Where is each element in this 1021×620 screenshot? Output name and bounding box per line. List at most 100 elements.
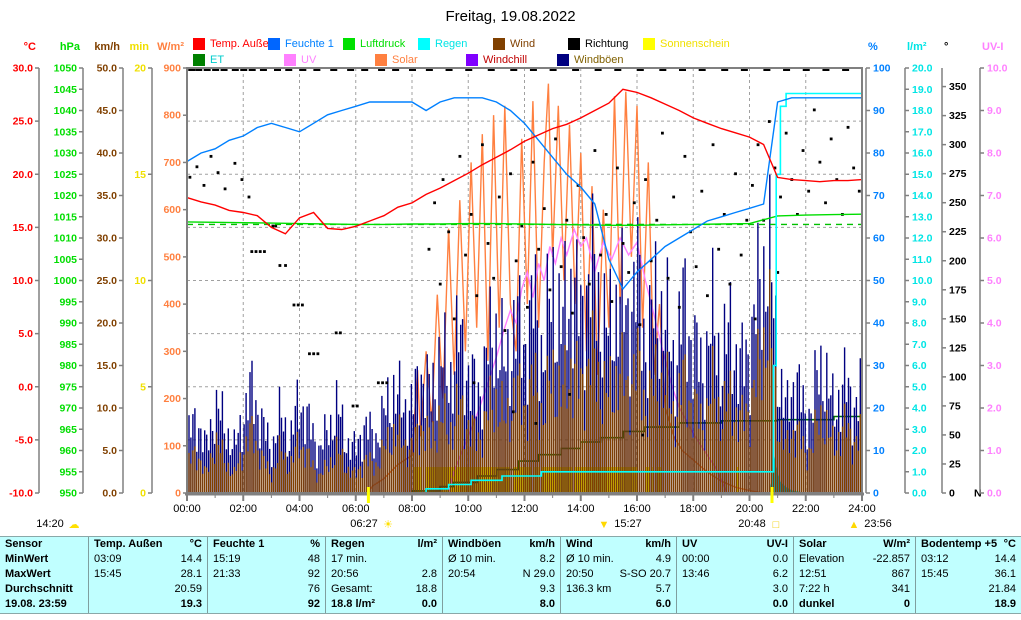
axis-tick-label: 15 — [134, 169, 146, 181]
series-humidity — [186, 97, 862, 291]
x-tick-label: 02:00 — [229, 503, 257, 515]
axis-tick-label: 2.0 — [912, 445, 927, 457]
x-tick-label: 10:00 — [454, 503, 482, 515]
axis-tick-label: -5.0 — [15, 434, 33, 446]
axis-tick-label: 19.0 — [912, 84, 933, 96]
legend-item-solar: Solar — [375, 53, 418, 67]
table-cell: 3.0 — [772, 583, 788, 595]
axis-tick-label: 2.0 — [987, 403, 1002, 415]
axis-tick-label: 225 — [949, 226, 967, 238]
axis-tick-label: 250 — [949, 197, 967, 209]
legend-swatch-icon — [466, 54, 478, 66]
legend-swatch-icon — [643, 38, 655, 50]
axis-tick-label: 350 — [949, 81, 967, 93]
axis-tick-label: 12.0 — [912, 233, 933, 245]
table-cell: 9.3 — [539, 583, 555, 595]
axis-tick-label: 100 — [163, 440, 181, 452]
axis-header-pressure: hPa — [60, 41, 81, 53]
table-cell: 15:45 36.1 — [921, 568, 1016, 580]
legend-item-richtung: Richtung — [568, 37, 628, 51]
legend-item-et: ET — [193, 53, 224, 67]
axis-tick-label: 80 — [873, 148, 885, 160]
table-col-feuchte-1: Feuchte 1% 15:19 48 21:33 92 76 92 — [207, 537, 325, 613]
axis-tick-label: 70 — [873, 190, 885, 202]
table-col-header: Windböen km/h — [448, 538, 555, 550]
axis-tick-label: 25.0 — [97, 275, 118, 287]
axis-header-direction: ° — [944, 41, 948, 53]
axis-tick-label: 10 — [134, 275, 146, 287]
table-cell: 136.3 km 5.7 — [566, 583, 671, 595]
x-tick-label: 06:00 — [342, 503, 370, 515]
table-col-regen: Regen l/m² 17 min. 20:56 2.8 Gesamt: 18.8 18.8 … — [325, 537, 442, 613]
axis-header-solar: W/m² — [157, 41, 184, 53]
axis-tick-label: 15.0 — [912, 169, 933, 181]
axis-tick-label: 400 — [163, 299, 181, 311]
axis-tick-label: 20.0 — [97, 318, 118, 330]
axis-tick-label: 35.0 — [97, 190, 118, 202]
axis-tick-label: 6.0 — [912, 360, 927, 372]
legend-item-windb-en: Windböen — [557, 53, 624, 67]
axis-tick-label: 1.0 — [912, 466, 927, 478]
table-cell: 18.8 l/m² 0.0 — [331, 598, 437, 610]
table-cell: 13:46 6.2 — [682, 568, 788, 580]
table-cell: 0.0 — [772, 598, 788, 610]
axis-tick-label: 6.0 — [987, 233, 1002, 245]
axis-tick-label: 15.0 — [13, 222, 34, 234]
axis-header-temp: °C — [24, 41, 36, 53]
axis-tick-label: 4.0 — [912, 403, 927, 415]
axis-header-sunmin: min — [129, 41, 149, 53]
x-tick-label: 08:00 — [398, 503, 426, 515]
x-tick-label: 14:00 — [567, 503, 595, 515]
axis-tick-label: 7.0 — [912, 339, 927, 351]
axis-tick-label: 955 — [59, 466, 77, 478]
table-row-label: 19.08. 23:59 — [5, 598, 67, 610]
table-cell: 21.84 — [988, 583, 1016, 595]
time-marker-1527: 15:27 — [614, 518, 642, 530]
axis-tick-label: 150 — [949, 313, 967, 325]
axis-tick-label: 1045 — [54, 84, 78, 96]
table-cell: Ø 10 min. 8.2 — [448, 553, 555, 565]
legend-swatch-icon — [568, 38, 580, 50]
table-cell: 20:56 2.8 — [331, 568, 437, 580]
axis-tick-label: 980 — [59, 360, 77, 372]
cloud-icon: ☁ — [69, 519, 80, 531]
axis-tick-label: 40.0 — [97, 148, 118, 160]
legend-swatch-icon — [375, 54, 387, 66]
axis-tick-label: 0 — [175, 488, 181, 500]
axis-tick-label: 1040 — [54, 105, 78, 117]
table-cell: 03:09 14.4 — [94, 553, 202, 565]
axis-tick-label: 16.0 — [912, 148, 933, 160]
legend-label: Temp. Außen — [210, 38, 275, 50]
axis-tick-label: 0 — [140, 488, 146, 500]
axis-tick-label: -10.0 — [9, 488, 33, 500]
axis-tick-label: 990 — [59, 318, 77, 330]
legend-swatch-icon — [557, 54, 569, 66]
legend-label: Windchill — [483, 54, 528, 66]
axis-tick-label: 50 — [873, 275, 885, 287]
axis-tick-label: 600 — [163, 204, 181, 216]
legend-label: Luftdruck — [360, 38, 406, 50]
axis-tick-label: 5.0 — [102, 445, 117, 457]
axis-tick-label: 30 — [873, 360, 885, 372]
table-cell: 18.9 — [994, 598, 1016, 610]
axis-tick-label: 1025 — [54, 169, 78, 181]
axis-tick-label: 200 — [949, 255, 967, 267]
axis-header-rain: l/m² — [907, 41, 927, 53]
table-cell: 21:33 92 — [213, 568, 320, 580]
x-tick-label: 16:00 — [623, 503, 651, 515]
axis-tick-label: 15.0 — [97, 360, 118, 372]
time-marker-1420: 14:20 — [36, 518, 64, 530]
x-tick-label: 22:00 — [792, 503, 820, 515]
series-temp — [186, 88, 863, 235]
series-rain_total — [187, 92, 862, 494]
square-icon: □ — [773, 519, 780, 531]
axis-tick-label: 60 — [873, 233, 885, 245]
table-cell: 19.3 — [180, 598, 202, 610]
axis-tick-label: 8.0 — [912, 318, 927, 330]
axis-tick-label: 175 — [949, 284, 967, 296]
axis-tick-label: 90 — [873, 105, 885, 117]
axis-tick-label: 5.0 — [912, 381, 927, 393]
table-cell: 20.59 — [174, 583, 202, 595]
x-tick-label: 12:00 — [511, 503, 539, 515]
